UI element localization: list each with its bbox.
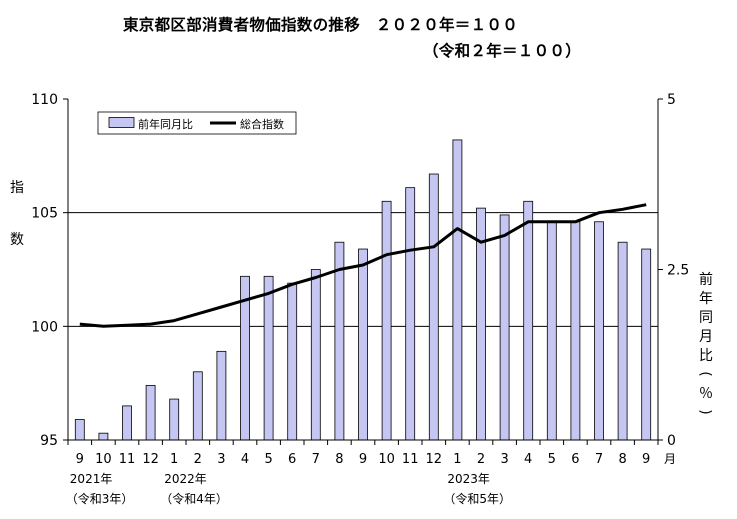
year-label-0: 2021年 xyxy=(70,472,113,486)
bar-18 xyxy=(499,214,510,441)
legend-bar-swatch xyxy=(108,117,135,128)
legend-line-label: 総合指数 xyxy=(240,117,284,131)
bar-24 xyxy=(641,248,652,441)
x-tick-label-14: 11 xyxy=(402,452,419,467)
bar-20 xyxy=(546,221,557,441)
right-axis-label-1: 年 xyxy=(699,291,713,307)
right-tick-label-2.5: 2.5 xyxy=(667,263,689,279)
bar-9 xyxy=(287,282,298,441)
bar-5 xyxy=(192,371,203,441)
year-label-era-1: （令和4年） xyxy=(160,491,228,506)
bar-13 xyxy=(381,200,392,441)
right-axis-label-3: 月 xyxy=(699,329,713,345)
x-tick-label-12: 9 xyxy=(359,452,367,467)
bar-21 xyxy=(570,221,581,441)
bar-4 xyxy=(169,398,180,441)
x-tick-label-18: 3 xyxy=(500,452,508,467)
x-tick-label-5: 2 xyxy=(194,452,202,467)
left-axis-label-0: 指 xyxy=(10,180,24,196)
right-axis-label-2: 同 xyxy=(699,310,713,326)
bar-10 xyxy=(310,269,321,441)
x-tick-label-24: 9 xyxy=(642,452,650,467)
legend-bar-label: 前年同月比 xyxy=(138,117,193,131)
x-tick-label-19: 4 xyxy=(524,452,532,467)
right-axis-label-4: 比 xyxy=(699,348,713,364)
right-axis-label-5: ( xyxy=(697,371,713,376)
x-tick-label-3: 12 xyxy=(142,452,159,467)
year-label-era-2: （令和5年） xyxy=(443,491,511,506)
x-tick-label-8: 5 xyxy=(264,452,272,467)
index-line xyxy=(79,203,647,328)
x-tick-label-6: 3 xyxy=(217,452,225,467)
bar-16 xyxy=(452,139,463,441)
right-axis-label-7: ) xyxy=(697,409,713,414)
x-tick-label-0: 9 xyxy=(76,452,84,467)
bar-12 xyxy=(358,248,368,441)
bar-19 xyxy=(523,200,534,441)
x-tick-label-17: 2 xyxy=(477,452,485,467)
x-tick-label-21: 6 xyxy=(571,452,579,467)
bar-8 xyxy=(263,275,274,441)
bar-15 xyxy=(428,173,439,441)
x-tick-label-23: 8 xyxy=(618,452,626,467)
x-tick-label-4: 1 xyxy=(170,452,178,467)
x-tick-label-20: 5 xyxy=(548,452,556,467)
x-tick-label-13: 10 xyxy=(378,452,395,467)
bar-22 xyxy=(594,221,604,441)
bar-23 xyxy=(617,241,628,441)
right-tick-label-0: 0 xyxy=(667,433,676,449)
year-label-1: 2022年 xyxy=(164,472,207,486)
left-tick-label-95: 95 xyxy=(40,433,58,449)
chart-subtitle: （令和２年＝１００） xyxy=(423,42,582,60)
month-unit: 月 xyxy=(664,452,676,466)
x-tick-label-1: 10 xyxy=(95,452,112,467)
bar-2 xyxy=(122,405,132,441)
year-label-era-0: （令和3年） xyxy=(66,491,134,506)
x-tick-label-2: 11 xyxy=(119,452,136,467)
right-axis-label-6: ％ xyxy=(699,386,713,402)
right-axis-label-0: 前 xyxy=(699,271,713,288)
x-tick-label-22: 7 xyxy=(595,452,603,467)
left-axis-label-1: 数 xyxy=(10,232,24,248)
x-tick-label-16: 1 xyxy=(453,452,461,467)
legend-box xyxy=(97,111,297,135)
x-tick-label-9: 6 xyxy=(288,452,296,467)
x-tick-label-15: 12 xyxy=(426,452,443,467)
bar-0 xyxy=(74,419,85,441)
left-tick-label-105: 105 xyxy=(31,206,58,222)
bar-3 xyxy=(145,385,156,441)
right-tick-label-5: 5 xyxy=(667,92,676,108)
bar-14 xyxy=(405,187,416,441)
year-label-2: 2023年 xyxy=(447,472,490,486)
left-tick-label-100: 100 xyxy=(31,319,58,335)
bar-6 xyxy=(216,350,227,441)
x-tick-label-10: 7 xyxy=(312,452,320,467)
bar-1 xyxy=(98,432,109,441)
chart-title: 東京都区部消費者物価指数の推移 ２０２０年＝１００ xyxy=(123,16,519,34)
left-tick-label-110: 110 xyxy=(31,92,58,108)
x-tick-label-11: 8 xyxy=(335,452,343,467)
x-tick-label-7: 4 xyxy=(241,452,249,467)
